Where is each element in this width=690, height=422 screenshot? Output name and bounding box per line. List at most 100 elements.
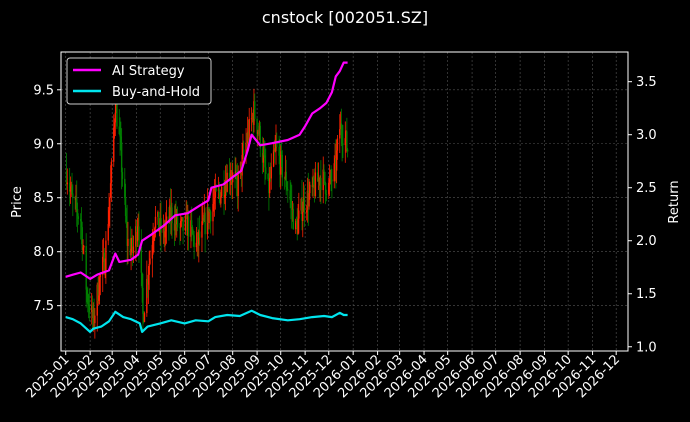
candle-body [120,136,122,143]
legend-box [66,57,212,105]
candle-body [334,157,336,164]
y2-tick-label: 3.5 [636,75,657,90]
candle-body [314,172,317,196]
candle-body [344,138,346,146]
candle-body [71,186,73,194]
candle-body [149,258,151,264]
candle-body [270,166,272,179]
legend-label-ai-strategy: AI Strategy [112,64,185,79]
candle-body [286,187,288,190]
candle-body [209,211,212,222]
candle-body [239,162,242,175]
candle-body [250,118,253,120]
candle-body [74,198,76,200]
candle-body [105,240,107,271]
candle-body [302,197,305,212]
candle-body [198,231,200,245]
candle-body [196,233,198,243]
candle-body [165,216,168,225]
candle-body [102,256,104,275]
candle-body [236,179,239,197]
candle-body [307,190,309,207]
candle-body [135,226,137,247]
candle-body [195,242,198,248]
candle-body [143,313,146,323]
candle-body [182,217,184,231]
y-tick-label: 9.0 [33,137,54,152]
candle-body [85,246,87,290]
candle-body [82,247,84,251]
candle-body [185,213,187,216]
candle-body [291,208,294,210]
candle-body [98,295,100,301]
candle-body [98,277,101,296]
candle-body [313,177,315,185]
candle-body [153,235,155,241]
candle-body [285,171,287,188]
candle-body [329,173,332,180]
candle-body [246,131,249,144]
candle-body [146,278,149,285]
candle-body [346,149,349,152]
y2-tick-label: 2.0 [636,234,657,249]
candle-body [245,142,247,154]
candle-body [214,187,217,198]
candle-body [248,118,250,141]
candle-body [124,178,126,199]
candle-body [219,193,221,204]
candle-body [191,220,193,228]
candle-body [290,199,292,201]
candle-body [174,217,176,231]
candle-body [292,208,295,230]
candle-body [138,226,140,247]
candle-body [340,123,343,136]
candle-body [281,154,283,178]
candle-body [99,274,102,278]
y-tick-label: 9.5 [33,83,54,98]
y-tick-label: 7.5 [33,299,54,314]
candle-body [113,127,115,162]
candle-body [220,196,222,204]
candle-body [328,182,330,195]
candle-body [157,211,160,232]
candle-body [201,221,203,238]
candle-body [75,198,77,200]
candle-body [228,172,231,180]
candle-body [274,148,276,152]
candle-body [202,218,205,221]
candle-body [198,231,201,238]
candle-body [328,179,331,183]
candle-body [333,163,335,182]
candle-body [346,131,348,150]
candle-body [291,200,293,210]
candle-body [162,227,165,233]
candle-body [136,231,139,242]
candle-body [171,207,173,224]
candle-body [257,131,260,135]
candle-body [176,214,178,225]
candle-body [187,216,190,237]
candle-body [224,194,226,198]
candle-body [165,224,167,232]
candle-body [77,216,80,219]
y2-tick-label: 1.0 [636,340,657,355]
candle-body [284,171,287,179]
candle-body [119,134,121,137]
candle-body [261,148,264,163]
series-line-buy-and-hold [65,309,348,333]
candle-body [114,112,117,123]
candle-body [306,190,309,211]
candle-body [256,118,258,135]
candle-body [127,238,129,246]
candle-body [108,210,110,225]
candle-body [142,313,145,323]
candle-body [267,173,269,179]
candle-body [160,218,162,233]
candle-body [272,149,275,167]
candle-body [311,184,313,188]
candle-body [269,177,272,179]
candle-body [225,183,228,192]
candle-body [203,212,206,221]
candle-body [65,170,68,185]
